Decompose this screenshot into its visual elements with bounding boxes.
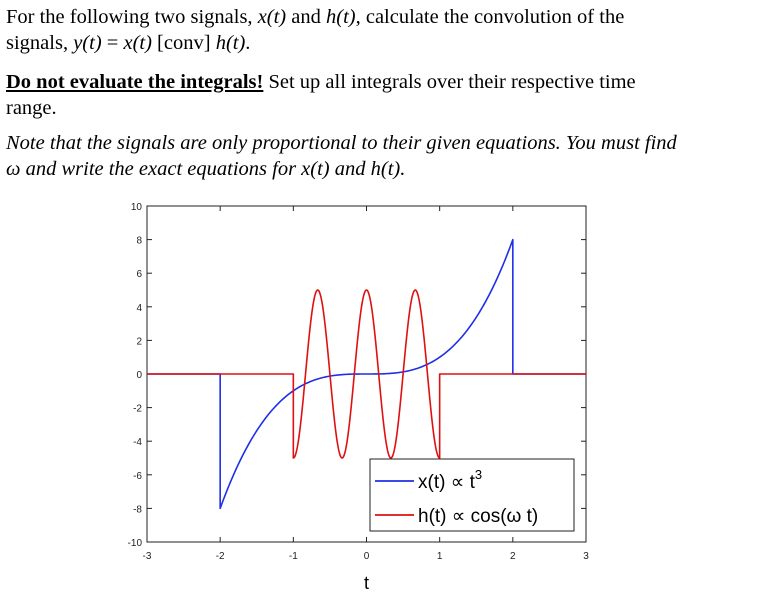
x-tick-label: -1	[289, 551, 298, 562]
y-tick-label: 8	[136, 236, 142, 247]
y-tick-label: 10	[131, 202, 143, 213]
problem-line-2: signals, y(t) = x(t) [conv] h(t).	[6, 32, 251, 54]
y-tick-label: -4	[133, 437, 142, 448]
y-tick-label: -2	[133, 404, 142, 415]
x-tick-label: 2	[510, 551, 516, 562]
y-tick-label: -10	[128, 538, 143, 549]
y-tick-label: 2	[136, 336, 142, 347]
legend-box	[369, 458, 575, 532]
x-tick-label: 1	[437, 551, 443, 562]
note-line-2: ω and write the exact equations for x(t)…	[6, 158, 406, 180]
legend-label-x-exponent: 3	[475, 467, 482, 482]
x-tick-label: 0	[364, 551, 370, 562]
instruction-line-1: Do not evaluate the integrals! Set up al…	[6, 71, 636, 93]
x-of-t: x(t)	[257, 6, 287, 28]
problem-line-1: For the following two signals, x(t) and …	[6, 6, 625, 28]
x-axis-label: t	[364, 573, 369, 593]
y-tick-label: 6	[136, 269, 142, 280]
problem-statement: For the following two signals, x(t) and …	[6, 4, 761, 182]
x-tick-label: -3	[143, 551, 152, 562]
x-tick-label: 3	[583, 551, 589, 562]
y-tick-label: 0	[136, 370, 142, 381]
legend-label-h: h(t) ∝ cos(ω t)	[418, 506, 538, 527]
h-of-t: h(t)	[326, 6, 356, 28]
h-signal-line	[147, 289, 586, 459]
y-tick-label: 4	[136, 303, 142, 314]
y-tick-label: -8	[133, 504, 142, 515]
x-tick-label: -2	[216, 551, 225, 562]
legend: x(t) ∝ t3 h(t) ∝ cos(ω t)	[369, 458, 575, 532]
instruction-bold: Do not evaluate the integrals!	[6, 71, 264, 93]
y-tick-label: -6	[133, 471, 142, 482]
note-line-1: Note that the signals are only proportio…	[6, 132, 677, 154]
legend-label-x: x(t) ∝ t3	[418, 467, 482, 493]
instruction-line-2: range.	[6, 97, 57, 119]
x-signal-line	[147, 238, 586, 510]
